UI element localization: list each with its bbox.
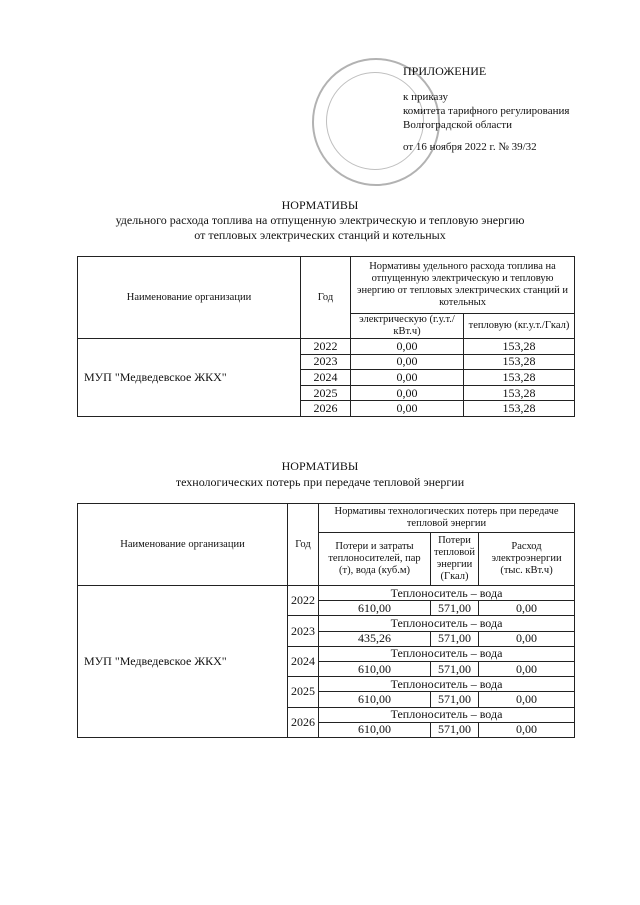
col-elec-header: электрическую (г.у.т./кВт.ч) bbox=[350, 313, 464, 339]
table1-title: НОРМАТИВЫ bbox=[281, 198, 359, 212]
heat-cell: 153,28 bbox=[462, 384, 576, 402]
year-cell: 2026 bbox=[287, 706, 319, 738]
table-row: 2026 Теплоноситель – вода bbox=[78, 706, 576, 738]
col-carrier-header: Потери и затраты теплоносителей, пар (т)… bbox=[318, 532, 431, 586]
elec-cell: 0,00 bbox=[350, 384, 464, 402]
elec-cell: 0,00 bbox=[350, 338, 464, 355]
year-cell: 2026 bbox=[300, 400, 351, 417]
table-row: 2026 0,00 153,28 bbox=[78, 400, 576, 417]
power-cell: 0,00 bbox=[477, 660, 576, 678]
carrier-loss-cell: 435,26 bbox=[318, 630, 431, 647]
org-name: МУП "Медведевское ЖКХ" bbox=[77, 338, 301, 417]
col-heat-header: тепловую (кг.у.т./Гкал) bbox=[462, 313, 576, 339]
elec-cell: 0,00 bbox=[350, 400, 464, 417]
table-row: 2023 0,00 153,28 bbox=[78, 353, 576, 371]
carrier-cell: Теплоноситель – вода bbox=[317, 615, 576, 632]
heat-loss-cell: 571,00 bbox=[430, 721, 479, 738]
order-line-2: комитета тарифного регулирования bbox=[403, 105, 570, 117]
loss-norms-table: Наименование организации Год Нормативы т… bbox=[77, 503, 576, 738]
col-group-header: Нормативы технологических потерь при пер… bbox=[317, 503, 576, 533]
table2-subtitle: технологических потерь при передаче тепл… bbox=[175, 475, 465, 489]
carrier-cell: Теплоноситель – вода bbox=[317, 706, 576, 723]
carrier-loss-cell: 610,00 bbox=[318, 721, 431, 738]
power-cell: 0,00 bbox=[477, 630, 576, 647]
power-cell: 0,00 bbox=[477, 721, 576, 738]
heat-cell: 153,28 bbox=[462, 400, 576, 417]
table1-subtitle-2: от тепловых электрических станций и коте… bbox=[194, 228, 446, 242]
carrier-loss-cell: 610,00 bbox=[318, 691, 431, 708]
appendix-label: ПРИЛОЖЕНИЕ bbox=[403, 64, 487, 78]
heat-loss-cell: 571,00 bbox=[430, 630, 479, 647]
carrier-loss-cell: 610,00 bbox=[318, 600, 431, 617]
year-cell: 2024 bbox=[287, 645, 319, 678]
official-seal bbox=[312, 58, 440, 186]
carrier-cell: Теплоноситель – вода bbox=[317, 584, 576, 602]
year-cell: 2025 bbox=[300, 384, 351, 402]
table-row: МУП "Медведевское ЖКХ" 2022 0,00 153,28 bbox=[77, 338, 576, 417]
col-org-header: Наименование организации bbox=[77, 503, 288, 586]
org-name: МУП "Медведевское ЖКХ" bbox=[77, 585, 288, 738]
heat-cell: 153,28 bbox=[462, 353, 576, 371]
col-group-header: Нормативы удельного расхода топлива на о… bbox=[349, 256, 576, 314]
order-line-1: к приказу bbox=[403, 91, 449, 103]
col-year-header: Год bbox=[300, 256, 351, 339]
year-cell: 2023 bbox=[300, 353, 351, 371]
heat-loss-cell: 571,00 bbox=[430, 691, 479, 708]
carrier-loss-cell: 610,00 bbox=[318, 660, 431, 678]
heat-cell: 153,28 bbox=[462, 338, 576, 355]
year-cell: 2022 bbox=[287, 584, 319, 617]
table-row: МУП "Медведевское ЖКХ" 2022 Теплоноситель … bbox=[77, 584, 576, 738]
elec-cell: 0,00 bbox=[350, 353, 464, 371]
col-heatloss-header: Потери тепловой энергии (Гкал) bbox=[430, 532, 479, 586]
table-row: 610,00 571,00 0,00 bbox=[78, 691, 576, 708]
table2-title: НОРМАТИВЫ bbox=[281, 459, 359, 473]
power-cell: 0,00 bbox=[477, 600, 576, 617]
heat-cell: 153,28 bbox=[462, 369, 576, 386]
col-org-header: Наименование организации bbox=[77, 256, 301, 339]
carrier-cell: Теплоноситель – вода bbox=[317, 676, 576, 693]
year-cell: 2024 bbox=[300, 369, 351, 386]
col-year-header: Год bbox=[287, 503, 319, 586]
table-row: 610,00 571,00 0,00 bbox=[78, 721, 576, 738]
heat-loss-cell: 571,00 bbox=[430, 660, 479, 678]
order-line-3: Волгоградской области bbox=[403, 119, 512, 131]
fuel-norms-table: Наименование организации Год Нормативы у… bbox=[77, 256, 576, 417]
power-cell: 0,00 bbox=[477, 691, 576, 708]
year-cell: 2025 bbox=[287, 676, 319, 708]
carrier-cell: Теплоноситель – вода bbox=[317, 645, 576, 662]
year-cell: 2023 bbox=[287, 615, 319, 647]
table-row: 2023 Теплоноситель – вода bbox=[78, 615, 576, 647]
elec-cell: 0,00 bbox=[350, 369, 464, 386]
year-cell: 2022 bbox=[300, 338, 351, 355]
col-power-header: Расход электроэнергии (тыс. кВт.ч) bbox=[477, 532, 576, 586]
table1-subtitle-1: удельного расхода топлива на отпущенную … bbox=[115, 213, 525, 227]
order-date: от 16 ноября 2022 г. № 39/32 bbox=[403, 141, 537, 153]
table-row: 2025 Теплоноситель – вода bbox=[78, 676, 576, 708]
heat-loss-cell: 571,00 bbox=[430, 600, 479, 617]
